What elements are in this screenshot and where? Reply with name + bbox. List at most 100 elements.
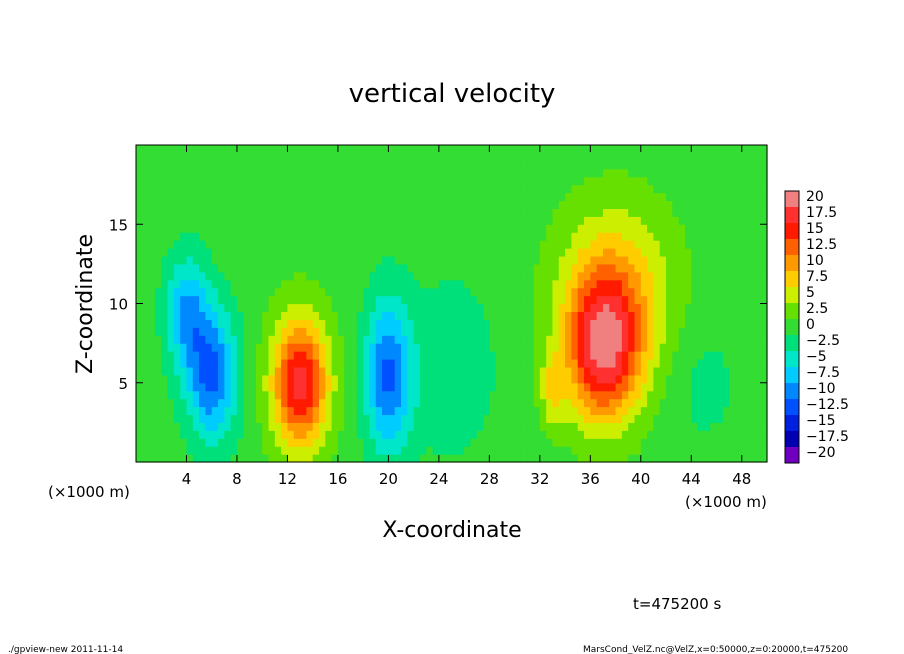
heatmap-cell [501, 184, 509, 194]
heatmap-cell [577, 232, 585, 241]
heatmap-cell [180, 343, 188, 352]
heatmap-cell [596, 216, 604, 225]
heatmap-cell [628, 343, 636, 352]
heatmap-cell [136, 366, 143, 376]
heatmap-cell [760, 287, 768, 297]
heatmap-cell [148, 414, 156, 423]
heatmap-cell [337, 446, 345, 455]
heatmap-cell [167, 224, 175, 233]
heatmap-cell [457, 263, 465, 273]
heatmap-cell [356, 446, 364, 455]
heatmap-cell [584, 200, 591, 209]
heatmap-cell [312, 248, 320, 257]
heatmap-cell [628, 327, 636, 336]
colorbar-label: 2.5 [806, 301, 828, 317]
heatmap-cell [628, 152, 636, 162]
heatmap-cell [211, 374, 219, 384]
heatmap-cell [249, 160, 257, 170]
heatmap-cell [161, 216, 169, 225]
heatmap-cell [218, 351, 225, 360]
heatmap-cell [369, 438, 377, 447]
heatmap-cell [602, 351, 610, 360]
heatmap-cell [218, 145, 225, 154]
heatmap-cell [356, 303, 364, 313]
heatmap-cell [375, 406, 383, 416]
heatmap-cell [672, 422, 680, 431]
heatmap-cell [596, 390, 604, 400]
heatmap-cell [615, 382, 623, 392]
heatmap-cell [596, 200, 604, 209]
heatmap-cell [287, 232, 295, 241]
heatmap-cell [703, 224, 711, 233]
heatmap-cell [666, 311, 673, 320]
heatmap-cell [445, 240, 453, 249]
heatmap-cell [167, 311, 175, 320]
heatmap-cell [243, 224, 251, 233]
heatmap-cell [199, 224, 207, 233]
heatmap-cell [167, 176, 175, 186]
heatmap-cell [495, 224, 503, 233]
heatmap-cell [483, 311, 490, 320]
heatmap-cell [413, 240, 421, 249]
heatmap-cell [236, 351, 244, 360]
heatmap-cell [647, 208, 655, 217]
heatmap-cell [653, 255, 661, 265]
heatmap-cell [602, 145, 610, 154]
heatmap-cell [350, 216, 358, 225]
heatmap-cell [678, 374, 686, 384]
heatmap-cell [470, 216, 478, 225]
heatmap-cell [735, 208, 743, 217]
heatmap-cell [703, 438, 711, 447]
heatmap-cell [558, 248, 566, 257]
heatmap-cell [703, 192, 711, 202]
heatmap-cell [167, 271, 175, 281]
heatmap-cell [136, 358, 143, 368]
heatmap-cell [501, 263, 509, 273]
heatmap-cell [274, 414, 282, 423]
heatmap-cell [659, 374, 667, 384]
heatmap-cell [401, 152, 408, 162]
heatmap-cell [647, 271, 655, 281]
heatmap-cell [268, 446, 276, 455]
heatmap-cell [154, 279, 162, 289]
heatmap-cell [243, 454, 251, 463]
heatmap-cell [401, 279, 408, 289]
heatmap-cell [337, 374, 345, 384]
heatmap-cell [236, 454, 244, 463]
heatmap-cell [445, 438, 453, 447]
heatmap-cell [401, 398, 408, 408]
heatmap-cell [716, 414, 724, 423]
heatmap-cell [533, 279, 541, 289]
heatmap-cell [394, 224, 402, 233]
colorbar-label: −5 [806, 349, 827, 365]
heatmap-cell [401, 390, 408, 400]
heatmap-cell [293, 263, 301, 273]
heatmap-cell [546, 343, 554, 352]
heatmap-cell [432, 240, 440, 249]
heatmap-cell [325, 422, 333, 431]
heatmap-cell [413, 327, 421, 336]
heatmap-cell [495, 358, 503, 368]
heatmap-cell [344, 240, 352, 249]
heatmap-cell [388, 287, 396, 297]
heatmap-cell [161, 184, 169, 194]
heatmap-cell [224, 366, 232, 376]
heatmap-cell [167, 200, 175, 209]
heatmap-cell [520, 176, 528, 186]
heatmap-cell [369, 160, 377, 170]
heatmap-cell [760, 176, 768, 186]
heatmap-cell [659, 208, 667, 217]
heatmap-cell [419, 240, 427, 249]
heatmap-cell [419, 224, 427, 233]
heatmap-cell [148, 406, 156, 416]
heatmap-cell [186, 208, 194, 217]
heatmap-cell [508, 366, 516, 376]
heatmap-cell [451, 192, 459, 202]
heatmap-cell [281, 279, 289, 289]
heatmap-cell [659, 176, 667, 186]
heatmap-cell [609, 232, 617, 241]
heatmap-cell [710, 287, 718, 297]
heatmap-cell [337, 358, 345, 368]
colorbar-label: 12.5 [806, 237, 837, 253]
heatmap-cell [167, 454, 175, 463]
